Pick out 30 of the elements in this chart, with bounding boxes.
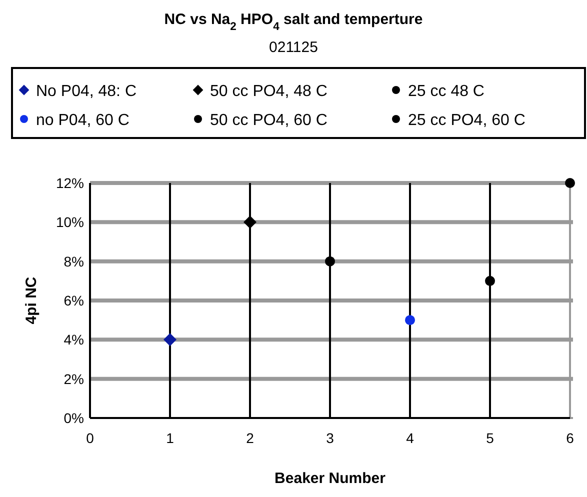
y-tick-label: 10% <box>56 214 84 230</box>
legend-label: no P04, 60 C <box>36 112 130 129</box>
x-axis-title: Beaker Number <box>274 470 386 487</box>
y-tick-label: 4% <box>64 332 84 348</box>
x-tick-label: 5 <box>486 430 494 446</box>
x-tick-label: 0 <box>86 430 94 446</box>
point <box>485 276 495 286</box>
chart-title: NC vs Na$_{2}$ HPO$_{4}$ salt and temperture <box>164 11 423 33</box>
y-tick-label: 6% <box>64 292 84 308</box>
legend-label: 50 cc PO4, 60 C <box>210 112 328 129</box>
x-tick-label: 4 <box>406 430 414 446</box>
y-tick-label: 12% <box>56 175 84 191</box>
x-tick-label: 3 <box>326 430 334 446</box>
point <box>565 178 575 188</box>
legend-label: 50 cc PO4, 48 C <box>210 83 328 100</box>
point <box>405 315 415 326</box>
legend-label: 25 cc PO4, 60 C <box>408 112 526 129</box>
x-tick-label: 1 <box>166 430 174 446</box>
point <box>325 256 335 266</box>
y-tick-label: 8% <box>64 253 84 270</box>
point <box>164 333 176 346</box>
x-tick-label: 2 <box>246 430 254 446</box>
legend-label: 25 cc 48 C <box>408 83 484 100</box>
y-tick-label: 0% <box>64 410 84 426</box>
y-axis-title: 4pi NC <box>23 276 40 324</box>
y-tick-label: 2% <box>64 370 84 387</box>
legend-label: No P04, 48: C <box>36 83 136 100</box>
x-tick-label: 6 <box>566 430 574 446</box>
chart-subtitle: 021125 <box>269 39 318 56</box>
point <box>244 216 256 229</box>
